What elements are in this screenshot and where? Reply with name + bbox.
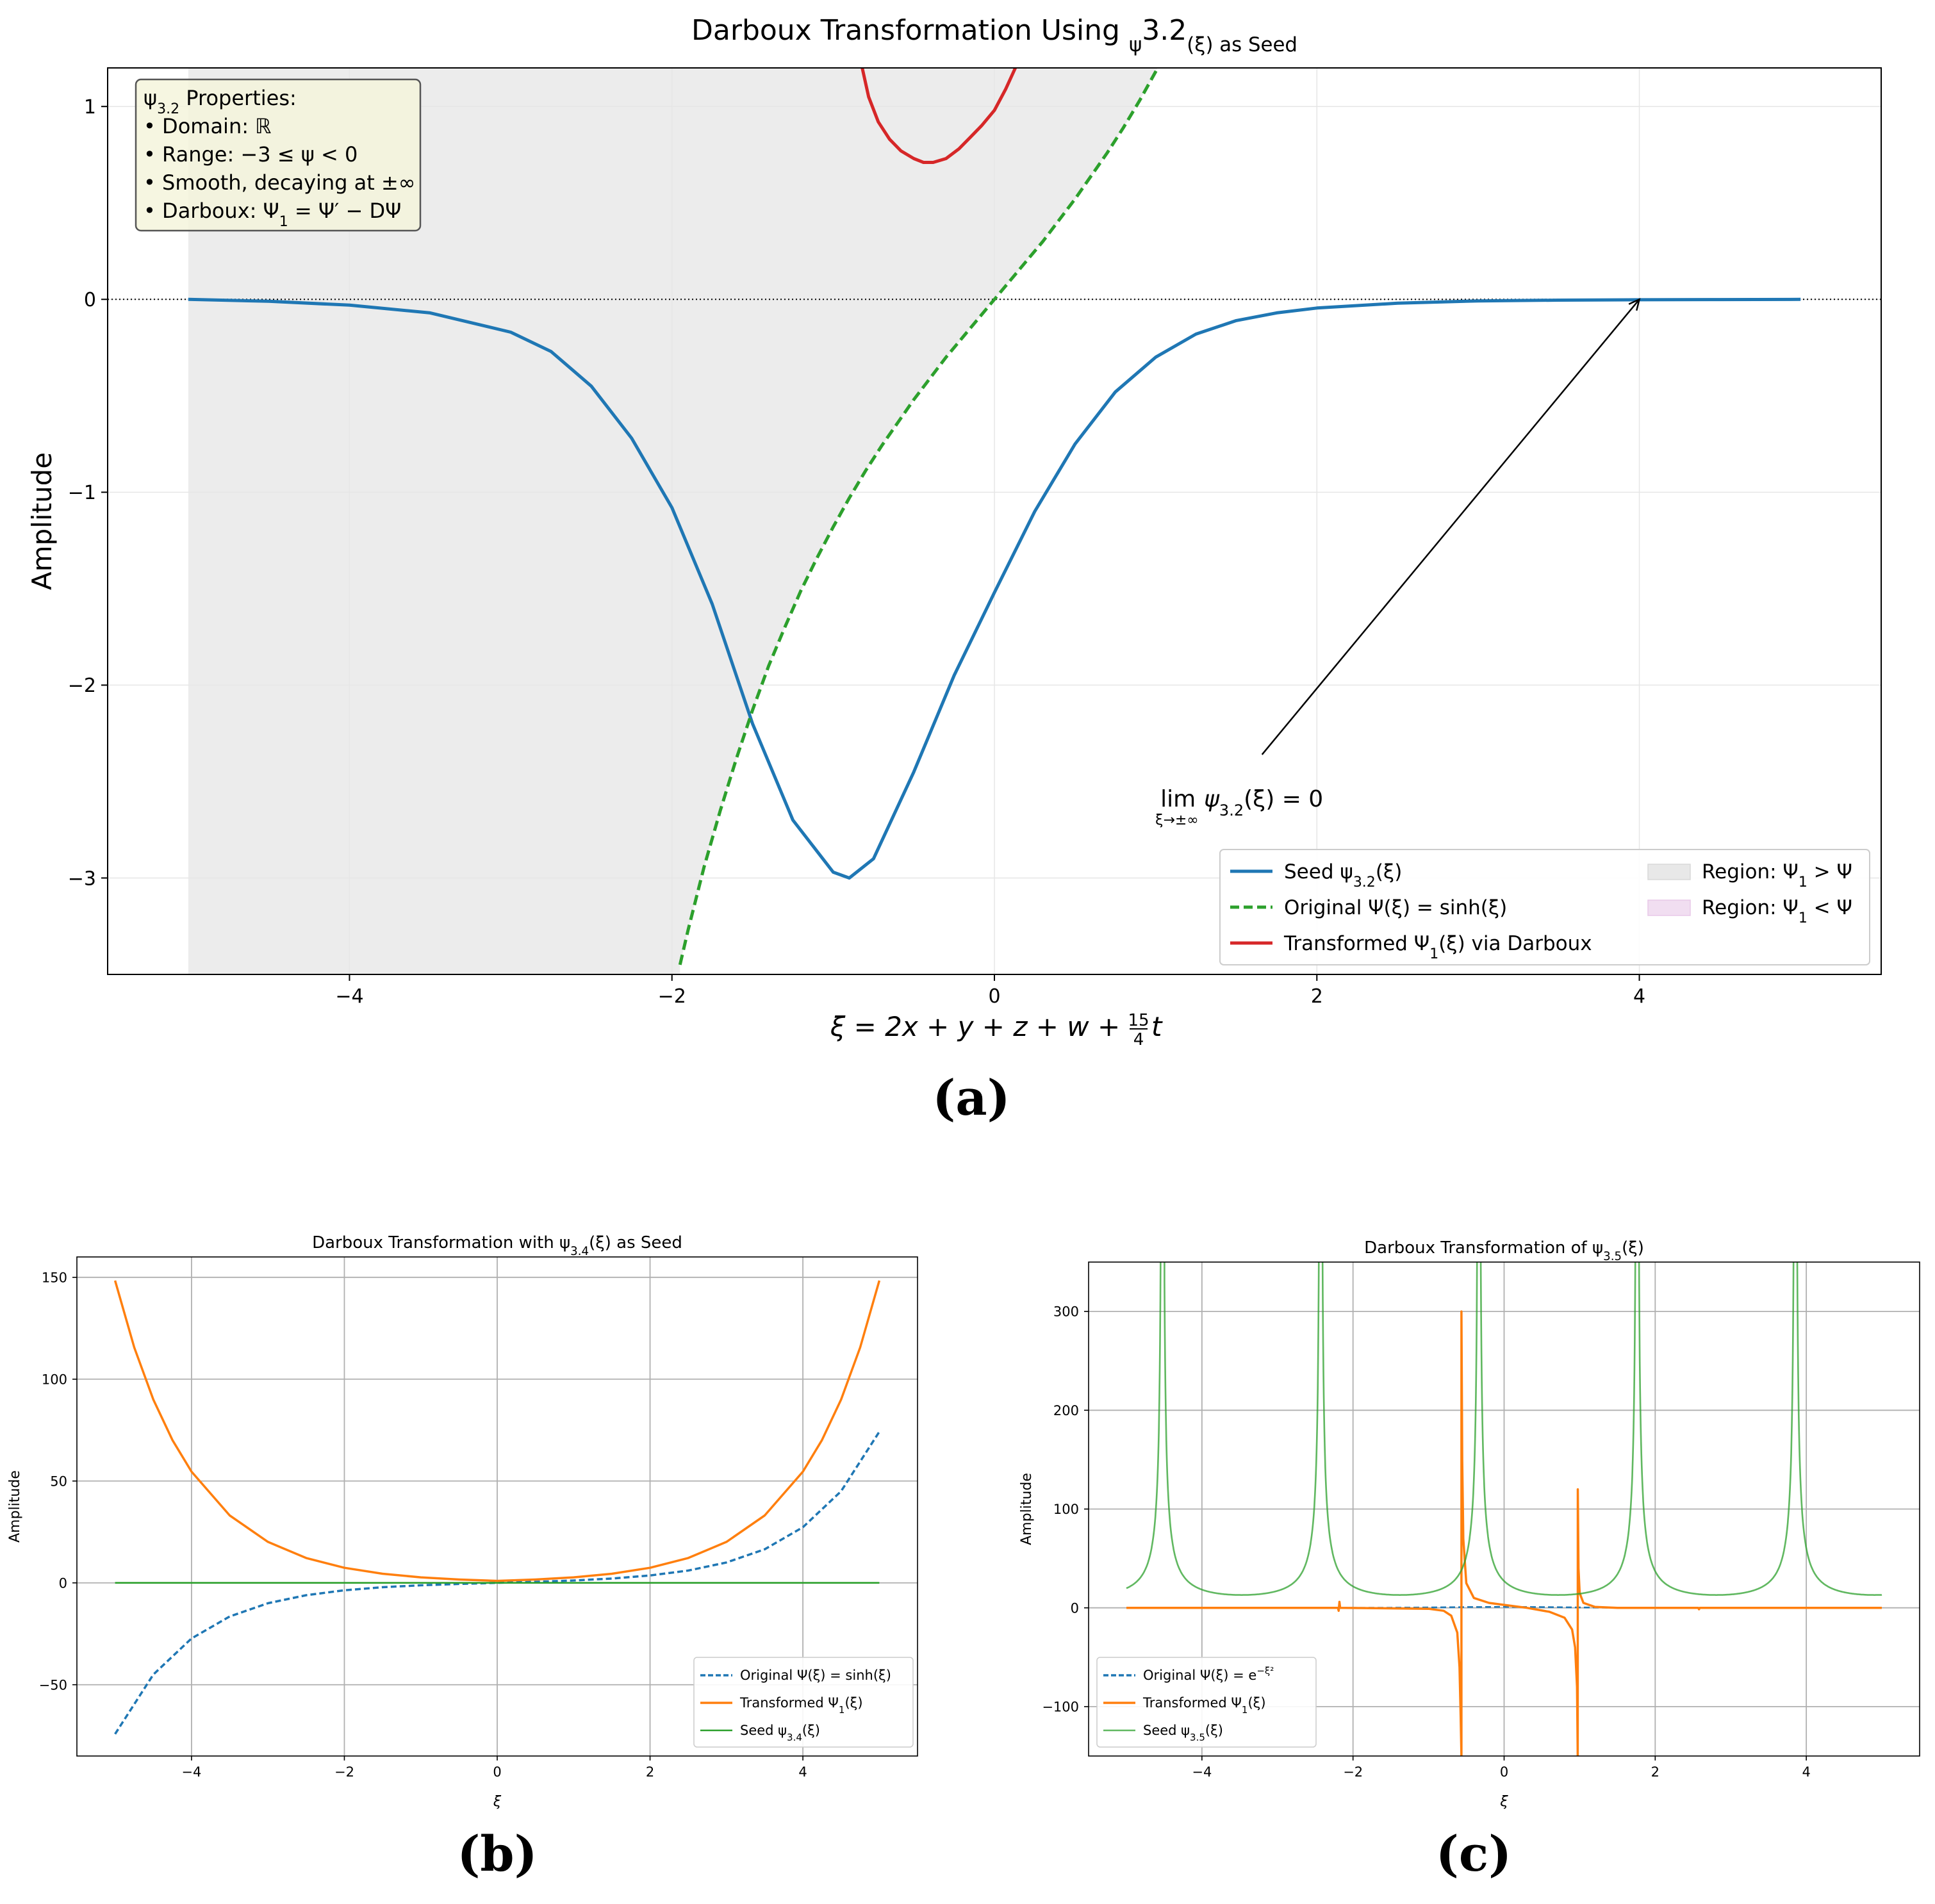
legend-label: Original Ψ(ξ) = e−ξ² (1143, 1665, 1274, 1683)
infobox-line: • Domain: ℝ (144, 114, 272, 138)
panel-c: −4 −2 0 2 4 −100 0 100 200 300 Darboux Transformat… (1019, 1238, 1920, 1810)
properties-infobox (135, 78, 422, 232)
x-tick-label: −2 (1343, 1764, 1363, 1780)
y-tick-label: 0 (84, 289, 96, 311)
chart-title: Darboux Transformation Using ψ3.2(ξ) as … (691, 14, 1297, 56)
plot-content (77, 1257, 918, 1756)
legend-label: Region: Ψ1 > Ψ (1702, 860, 1852, 890)
y-tick-label: 0 (59, 1575, 67, 1591)
legend-label: Transformed Ψ1(ξ) via Darboux (1283, 932, 1592, 962)
series-1 (678, 68, 1160, 965)
y-axis-label: Amplitude (26, 452, 58, 590)
svg-text:lim: lim (1160, 786, 1196, 812)
series-0 (114, 1431, 880, 1735)
annotation-arrowhead (1628, 298, 1641, 311)
y-axis-label: Amplitude (7, 1470, 23, 1543)
y-tick-label: 200 (1053, 1403, 1079, 1418)
legend-label: Seed ψ3.2(ξ) (1284, 860, 1402, 890)
series-seed-psi35-segment (1638, 1262, 1795, 1596)
x-tick-label: 2 (646, 1764, 654, 1780)
x-axis-label-frac-num: 15 (1128, 1011, 1149, 1030)
legend-swatch (1647, 899, 1691, 916)
x-tick-label: 0 (493, 1764, 501, 1780)
x-tick-label: −2 (334, 1764, 354, 1780)
legend-label: Seed ψ3.5(ξ) (1143, 1723, 1223, 1743)
x-axis-label-t: t (1151, 1011, 1163, 1042)
series-seed-psi35-segment (1479, 1262, 1636, 1596)
infobox-line: ψ3.2 Properties: (144, 86, 297, 117)
y-tick-label: 100 (1053, 1502, 1079, 1517)
series-seed-psi35-segment (1164, 1262, 1320, 1596)
series-seed-psi35-segment (1321, 1262, 1478, 1596)
legend-label: Transformed Ψ1(ξ) (739, 1695, 863, 1716)
y-tick-label: 50 (50, 1473, 67, 1489)
infobox-line: • Smooth, decaying at ±∞ (144, 170, 415, 195)
legend-swatch (1647, 864, 1691, 880)
x-tick-label: −4 (181, 1764, 201, 1780)
y-tick-label: 0 (1071, 1600, 1079, 1616)
y-tick-label: −2 (68, 675, 96, 697)
x-tick-label: −4 (1192, 1764, 1212, 1780)
annotation-arrow (1261, 299, 1640, 755)
panel-label: (b) (457, 1825, 537, 1882)
series-seed-psi35-segment (1126, 1262, 1162, 1589)
legend-label: Transformed Ψ1(ξ) (1142, 1695, 1266, 1716)
svg-text:ψ3.2(ξ) = 0: ψ3.2(ξ) = 0 (1204, 786, 1323, 819)
legend-label: Region: Ψ1 < Ψ (1702, 896, 1852, 926)
y-tick-label: 150 (42, 1270, 67, 1285)
series-1 (1126, 1310, 1882, 1756)
x-tick-label: −4 (335, 985, 363, 1008)
series-2 (860, 68, 1017, 164)
x-tick-label: 0 (1500, 1764, 1508, 1780)
x-axis-label: ξ (493, 1794, 502, 1810)
x-tick-label: 2 (1651, 1764, 1659, 1780)
y-tick-label: −50 (39, 1677, 67, 1693)
series-1 (113, 1280, 881, 1582)
legend (1096, 1657, 1317, 1748)
y-tick-label: −100 (1042, 1699, 1079, 1714)
x-tick-label: 0 (988, 985, 1000, 1008)
panel-b: −4 −2 0 2 4 −50 0 50 100 150 Darboux Transformatio… (7, 1233, 918, 1810)
legend (693, 1657, 914, 1748)
chart-title: Darboux Transformation with ψ3.4(ξ) as S… (312, 1233, 682, 1258)
legend-label: Seed ψ3.4(ξ) (740, 1723, 820, 1743)
series-0 (188, 297, 1801, 880)
x-tick-label: 2 (1311, 985, 1323, 1008)
x-tick-label: 4 (1633, 985, 1645, 1008)
legend (1219, 849, 1870, 965)
x-axis-label: ξ = 2x + y + z + w + (830, 1011, 1120, 1042)
y-tick-label: 300 (1053, 1304, 1079, 1320)
legend-label: Original Ψ(ξ) = sinh(ξ) (1284, 896, 1507, 919)
infobox-line: • Darboux: Ψ1 = Ψ′ − DΨ (144, 199, 401, 230)
chart-title: Darboux Transformation of ψ3.5(ξ) (1364, 1238, 1644, 1263)
svg-text:ξ→±∞: ξ→±∞ (1155, 812, 1198, 828)
x-tick-label: 4 (1802, 1764, 1810, 1780)
legend-label: Original Ψ(ξ) = sinh(ξ) (740, 1668, 891, 1683)
y-tick-label: −1 (68, 482, 96, 504)
y-tick-label: 1 (84, 96, 96, 119)
panel-label: (c) (1436, 1825, 1511, 1882)
y-axis-label: Amplitude (1019, 1473, 1035, 1545)
x-axis-label: ξ (1499, 1794, 1508, 1810)
panel-label: (a) (932, 1069, 1010, 1126)
infobox-line: • Range: −3 ≤ ψ < 0 (144, 142, 358, 167)
y-tick-label: −3 (68, 867, 96, 890)
x-tick-label: −2 (658, 985, 686, 1008)
y-tick-label: 100 (42, 1372, 67, 1387)
series-seed-psi35-segment (1796, 1262, 1882, 1596)
plot-content (1089, 1262, 1920, 1756)
x-axis-label-frac-den: 4 (1133, 1030, 1144, 1049)
x-tick-label: 4 (798, 1764, 807, 1780)
